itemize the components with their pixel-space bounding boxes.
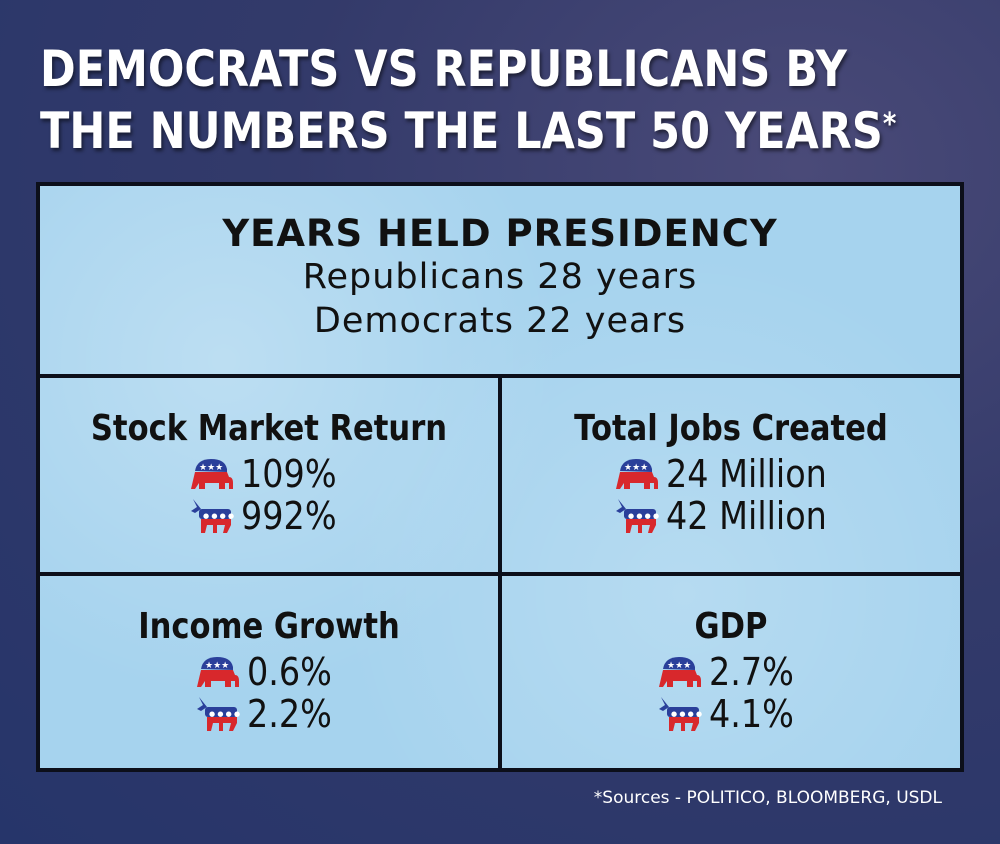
elephant-icon — [614, 455, 660, 493]
asterisk: * — [882, 107, 897, 142]
gdp-panel: GDP 2.7% 4.1% — [500, 574, 960, 772]
democrat-value: 992% — [240, 494, 337, 538]
republican-value: 109% — [240, 452, 337, 496]
stats-board: YEARS HELD PRESIDENCY Republicans 28 yea… — [36, 182, 964, 772]
donkey-icon — [189, 497, 235, 535]
republican-value: 24 Million — [665, 452, 827, 496]
title-line-1: DEMOCRATS VS REPUBLICANS BY — [40, 40, 847, 98]
panel-heading: GDP — [694, 606, 768, 647]
jobs-panel: Total Jobs Created 24 Million 42 Million — [500, 378, 960, 574]
democrat-value: 2.2% — [246, 692, 332, 736]
democrat-years: Democrats 22 years — [313, 301, 687, 341]
presidency-heading: YEARS HELD PRESIDENCY — [222, 212, 778, 255]
panel-heading: Total Jobs Created — [574, 408, 888, 449]
elephant-icon — [195, 653, 241, 691]
democrat-value: 42 Million — [665, 494, 827, 538]
elephant-icon — [657, 653, 703, 691]
democrat-value: 4.1% — [708, 692, 794, 736]
elephant-icon — [189, 455, 235, 493]
income-growth-panel: Income Growth 0.6% 2.2% — [40, 574, 500, 772]
stock-market-panel: Stock Market Return 109% 992% — [40, 378, 500, 574]
sources-footnote: *Sources - POLITICO, BLOOMBERG, USDL — [593, 788, 942, 808]
panel-heading: Stock Market Return — [90, 408, 448, 449]
republican-years: Republicans 28 years — [302, 257, 698, 297]
republican-value: 2.7% — [708, 650, 794, 694]
donkey-icon — [195, 695, 241, 733]
page-title: DEMOCRATS VS REPUBLICANS BY THE NUMBERS … — [40, 38, 897, 162]
panel-heading: Income Growth — [138, 606, 400, 647]
presidency-panel: YEARS HELD PRESIDENCY Republicans 28 yea… — [40, 186, 960, 378]
title-line-2: THE NUMBERS THE LAST 50 YEARS* — [40, 102, 897, 160]
donkey-icon — [614, 497, 660, 535]
republican-value: 0.6% — [246, 650, 332, 694]
donkey-icon — [657, 695, 703, 733]
